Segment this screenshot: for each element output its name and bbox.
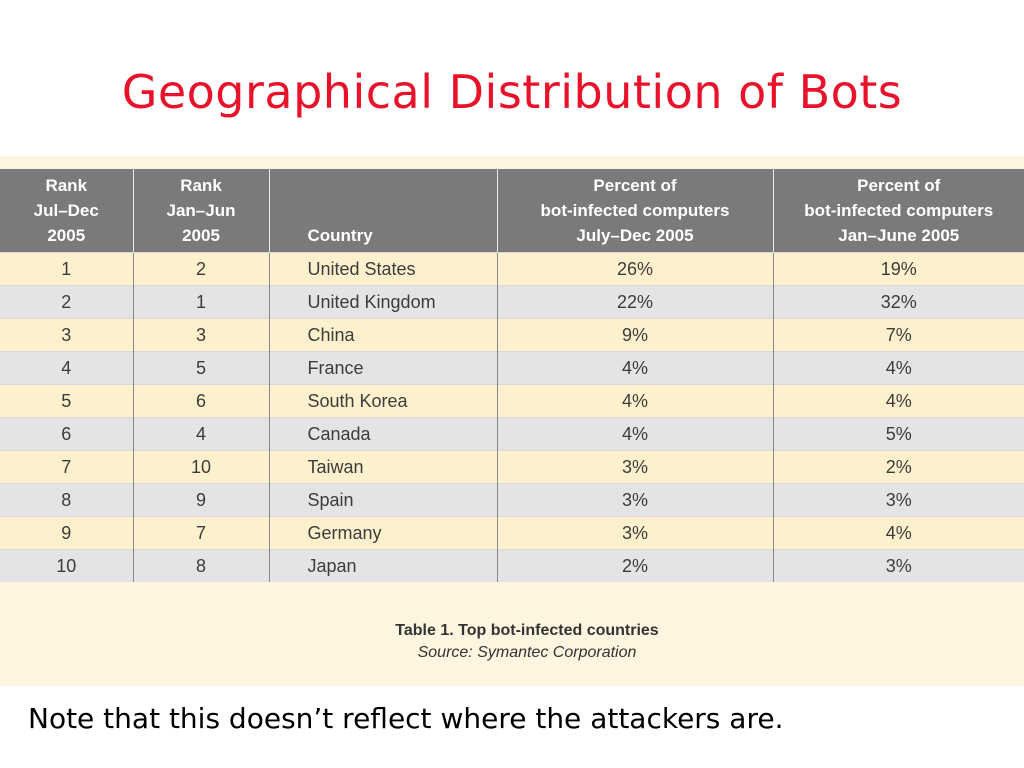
table-row: 7 10 Taiwan 3% 2% xyxy=(0,450,1024,484)
percent-jan-jun-cell: 3% xyxy=(773,483,1024,517)
rank-jul-dec-cell: 6 xyxy=(0,417,134,451)
percent-jan-jun-cell: 7% xyxy=(773,318,1024,352)
rank-jul-dec-cell: 5 xyxy=(0,384,134,418)
header-percent-jul-dec-label: Percent of bot-infected computers July–D… xyxy=(540,176,730,245)
header-percent-jul-dec: Percent of bot-infected computers July–D… xyxy=(497,169,774,253)
percent-jul-dec-cell: 3% xyxy=(497,516,774,550)
percent-jul-dec-cell: 9% xyxy=(497,318,774,352)
country-cell: Taiwan xyxy=(269,450,498,484)
rank-jan-jun-cell: 10 xyxy=(133,450,270,484)
table-row: 8 9 Spain 3% 3% xyxy=(0,483,1024,517)
rank-jan-jun-cell: 4 xyxy=(133,417,270,451)
rank-jul-dec-cell: 4 xyxy=(0,351,134,385)
country-cell: South Korea xyxy=(269,384,498,418)
header-row: Rank Jul–Dec 2005 Rank Jan–Jun 2005 Coun… xyxy=(0,169,1024,253)
percent-jan-jun-cell: 19% xyxy=(773,252,1024,286)
header-rank-jan-jun-label: Rank Jan–Jun 2005 xyxy=(166,176,236,245)
header-country: Country xyxy=(269,169,498,253)
country-cell: United States xyxy=(269,252,498,286)
table-row: 6 4 Canada 4% 5% xyxy=(0,417,1024,451)
rank-jan-jun-cell: 6 xyxy=(133,384,270,418)
table-row: 10 8 Japan 2% 3% xyxy=(0,549,1024,582)
table-row: 3 3 China 9% 7% xyxy=(0,318,1024,352)
percent-jul-dec-cell: 4% xyxy=(497,351,774,385)
table-row: 4 5 France 4% 4% xyxy=(0,351,1024,385)
rank-jan-jun-cell: 3 xyxy=(133,318,270,352)
header-country-label: Country xyxy=(307,226,373,245)
caption-title: Table 1. Top bot-infected countries xyxy=(395,622,659,639)
header-rank-jul-dec-label: Rank Jul–Dec 2005 xyxy=(33,176,99,245)
country-cell: Spain xyxy=(269,483,498,517)
header-rank-jul-dec: Rank Jul–Dec 2005 xyxy=(0,169,134,253)
table-caption: Table 1. Top bot-infected countries Sour… xyxy=(0,620,1024,664)
country-cell: China xyxy=(269,318,498,352)
rank-jan-jun-cell: 5 xyxy=(133,351,270,385)
country-cell: France xyxy=(269,351,498,385)
rank-jan-jun-cell: 2 xyxy=(133,252,270,286)
table-row: 9 7 Germany 3% 4% xyxy=(0,516,1024,550)
table-row: 2 1 United Kingdom 22% 32% xyxy=(0,285,1024,319)
rank-jul-dec-cell: 10 xyxy=(0,549,134,582)
rank-jan-jun-cell: 9 xyxy=(133,483,270,517)
percent-jan-jun-cell: 4% xyxy=(773,351,1024,385)
slide-note: Note that this doesn’t reflect where the… xyxy=(28,702,784,735)
rank-jan-jun-cell: 1 xyxy=(133,285,270,319)
country-cell: Germany xyxy=(269,516,498,550)
percent-jan-jun-cell: 4% xyxy=(773,384,1024,418)
rank-jul-dec-cell: 3 xyxy=(0,318,134,352)
percent-jul-dec-cell: 3% xyxy=(497,450,774,484)
slide-title: Geographical Distribution of Bots xyxy=(121,65,903,119)
rank-jul-dec-cell: 1 xyxy=(0,252,134,286)
table-row: 1 2 United States 26% 19% xyxy=(0,252,1024,286)
header-percent-jan-jun-label: Percent of bot-infected computers Jan–Ju… xyxy=(804,176,994,245)
header-percent-jan-jun: Percent of bot-infected computers Jan–Ju… xyxy=(773,169,1024,253)
country-cell: United Kingdom xyxy=(269,285,498,319)
percent-jan-jun-cell: 2% xyxy=(773,450,1024,484)
table-figure: Rank Jul–Dec 2005 Rank Jan–Jun 2005 Coun… xyxy=(0,156,1024,686)
table-header: Rank Jul–Dec 2005 Rank Jan–Jun 2005 Coun… xyxy=(0,169,1024,253)
percent-jul-dec-cell: 4% xyxy=(497,384,774,418)
percent-jan-jun-cell: 32% xyxy=(773,285,1024,319)
percent-jul-dec-cell: 3% xyxy=(497,483,774,517)
rank-jan-jun-cell: 7 xyxy=(133,516,270,550)
rank-jul-dec-cell: 8 xyxy=(0,483,134,517)
country-cell: Canada xyxy=(269,417,498,451)
percent-jan-jun-cell: 3% xyxy=(773,549,1024,582)
caption-source: Source: Symantec Corporation xyxy=(417,644,637,661)
percent-jul-dec-cell: 2% xyxy=(497,549,774,582)
country-cell: Japan xyxy=(269,549,498,582)
rank-jul-dec-cell: 7 xyxy=(0,450,134,484)
percent-jul-dec-cell: 4% xyxy=(497,417,774,451)
percent-jul-dec-cell: 22% xyxy=(497,285,774,319)
rank-jul-dec-cell: 9 xyxy=(0,516,134,550)
table-body: 1 2 United States 26% 19% 2 1 United Kin… xyxy=(0,252,1024,582)
rank-jan-jun-cell: 8 xyxy=(133,549,270,582)
percent-jul-dec-cell: 26% xyxy=(497,252,774,286)
percent-jan-jun-cell: 4% xyxy=(773,516,1024,550)
bot-table: Rank Jul–Dec 2005 Rank Jan–Jun 2005 Coun… xyxy=(0,169,1024,582)
table-row: 5 6 South Korea 4% 4% xyxy=(0,384,1024,418)
header-rank-jan-jun: Rank Jan–Jun 2005 xyxy=(133,169,270,253)
percent-jan-jun-cell: 5% xyxy=(773,417,1024,451)
rank-jul-dec-cell: 2 xyxy=(0,285,134,319)
